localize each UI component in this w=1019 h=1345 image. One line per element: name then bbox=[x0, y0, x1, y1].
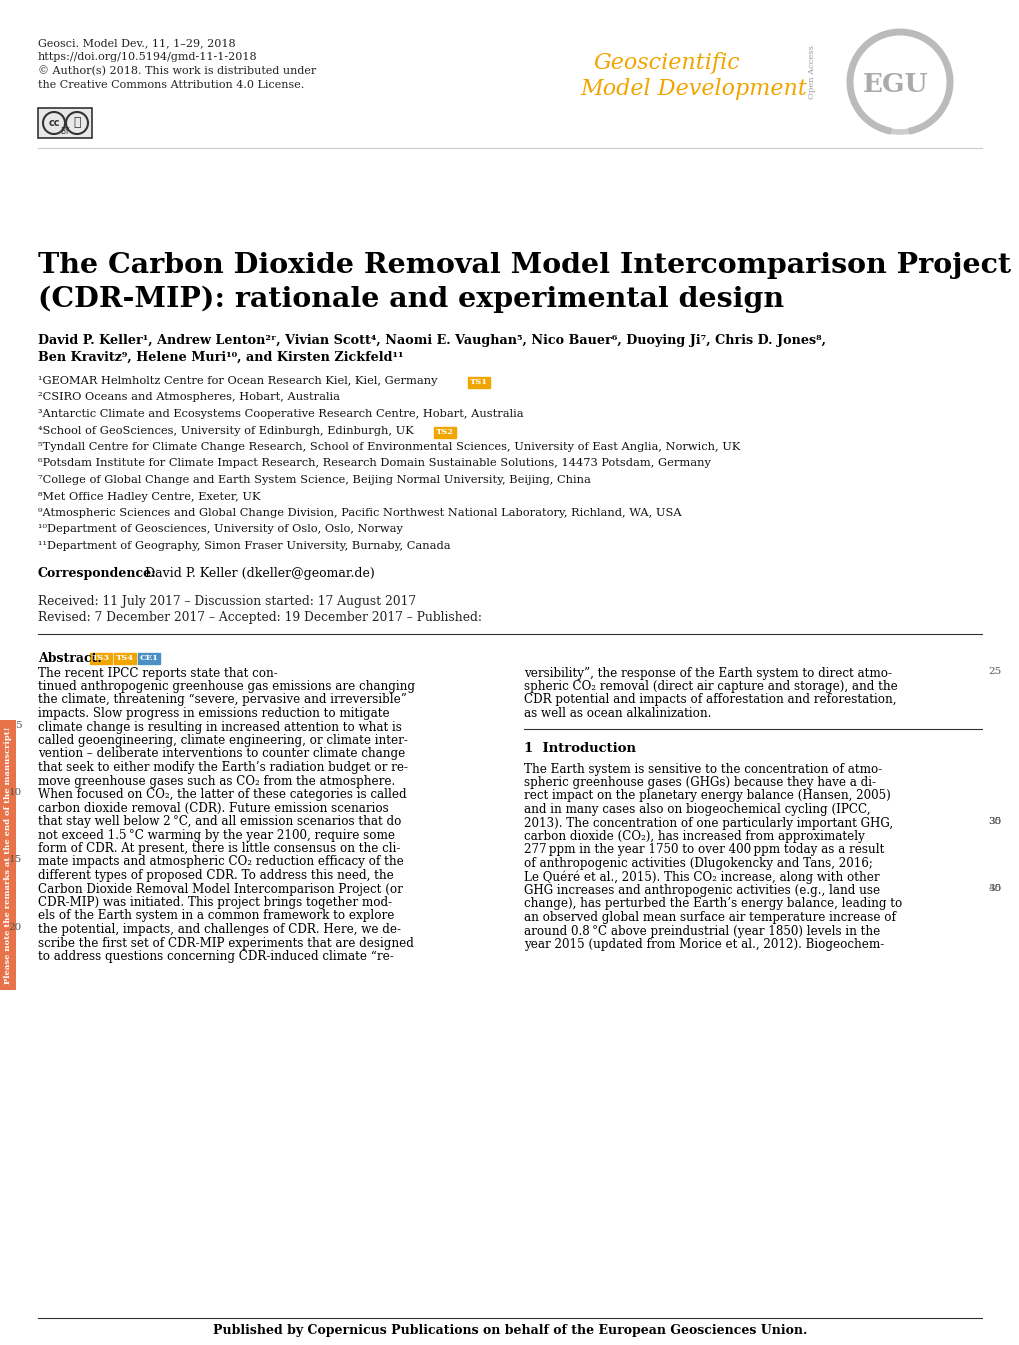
Text: TS2: TS2 bbox=[435, 428, 453, 436]
FancyBboxPatch shape bbox=[114, 652, 136, 663]
Text: carbon dioxide removal (CDR). Future emission scenarios: carbon dioxide removal (CDR). Future emi… bbox=[38, 802, 388, 815]
FancyBboxPatch shape bbox=[468, 377, 489, 387]
Text: rect impact on the planetary energy balance (Hansen, 2005): rect impact on the planetary energy bala… bbox=[524, 790, 890, 803]
Text: Published by Copernicus Publications on behalf of the European Geosciences Union: Published by Copernicus Publications on … bbox=[213, 1323, 806, 1337]
Text: els of the Earth system in a common framework to explore: els of the Earth system in a common fram… bbox=[38, 909, 394, 923]
Text: that stay well below 2 °C, and all emission scenarios that do: that stay well below 2 °C, and all emiss… bbox=[38, 815, 401, 829]
Text: 30: 30 bbox=[987, 816, 1001, 826]
Text: Geoscientific: Geoscientific bbox=[592, 52, 739, 74]
Text: mate impacts and atmospheric CO₂ reduction efficacy of the: mate impacts and atmospheric CO₂ reducti… bbox=[38, 855, 404, 869]
Text: of anthropogenic activities (Dlugokencky and Tans, 2016;: of anthropogenic activities (Dlugokencky… bbox=[524, 857, 872, 870]
Text: 20: 20 bbox=[9, 923, 22, 932]
Text: ⁸Met Office Hadley Centre, Exeter, UK: ⁸Met Office Hadley Centre, Exeter, UK bbox=[38, 491, 260, 502]
Text: 2013). The concentration of one particularly important GHG,: 2013). The concentration of one particul… bbox=[524, 816, 893, 830]
Text: spheric greenhouse gases (GHGs) because they have a di-: spheric greenhouse gases (GHGs) because … bbox=[524, 776, 875, 790]
Text: 25: 25 bbox=[987, 667, 1001, 675]
Text: ⁶Potsdam Institute for Climate Impact Research, Research Domain Sustainable Solu: ⁶Potsdam Institute for Climate Impact Re… bbox=[38, 459, 710, 468]
Text: The Carbon Dioxide Removal Model Intercomparison Project: The Carbon Dioxide Removal Model Interco… bbox=[38, 252, 1010, 278]
Text: 10: 10 bbox=[9, 788, 22, 798]
Text: ⁹Atmospheric Sciences and Global Change Division, Pacific Northwest National Lab: ⁹Atmospheric Sciences and Global Change … bbox=[38, 508, 681, 518]
Text: different types of proposed CDR. To address this need, the: different types of proposed CDR. To addr… bbox=[38, 869, 393, 882]
Text: called geoengineering, climate engineering, or climate inter-: called geoengineering, climate engineeri… bbox=[38, 734, 408, 746]
Text: ¹⁰Department of Geosciences, University of Oslo, Oslo, Norway: ¹⁰Department of Geosciences, University … bbox=[38, 525, 403, 534]
FancyBboxPatch shape bbox=[138, 652, 160, 663]
Text: versibility”, the response of the Earth system to direct atmo-: versibility”, the response of the Earth … bbox=[524, 667, 892, 679]
Text: CDR potential and impacts of afforestation and reforestation,: CDR potential and impacts of afforestati… bbox=[524, 694, 896, 706]
Text: cc: cc bbox=[48, 118, 60, 128]
Text: ⁷College of Global Change and Earth System Science, Beijing Normal University, B: ⁷College of Global Change and Earth Syst… bbox=[38, 475, 590, 486]
Text: 277 ppm in the year 1750 to over 400 ppm today as a result: 277 ppm in the year 1750 to over 400 ppm… bbox=[524, 843, 883, 857]
FancyBboxPatch shape bbox=[90, 652, 112, 663]
Text: 35: 35 bbox=[987, 816, 1001, 826]
Text: BY: BY bbox=[60, 128, 69, 136]
Text: When focused on CO₂, the latter of these categories is called: When focused on CO₂, the latter of these… bbox=[38, 788, 407, 802]
Text: and in many cases also on biogeochemical cycling (IPCC,: and in many cases also on biogeochemical… bbox=[524, 803, 869, 816]
Text: 5: 5 bbox=[15, 721, 22, 729]
Text: an observed global mean surface air temperature increase of: an observed global mean surface air temp… bbox=[524, 911, 895, 924]
Text: Le Quéré et al., 2015). This CO₂ increase, along with other: Le Quéré et al., 2015). This CO₂ increas… bbox=[524, 870, 878, 884]
Text: ⓘ: ⓘ bbox=[73, 117, 81, 129]
Text: ⁴School of GeoSciences, University of Edinburgh, Edinburgh, UK: ⁴School of GeoSciences, University of Ed… bbox=[38, 425, 414, 436]
Text: Please note the remarks at the end of the manuscript!: Please note the remarks at the end of th… bbox=[4, 726, 12, 983]
Text: the climate, threatening “severe, pervasive and irreversible”: the climate, threatening “severe, pervas… bbox=[38, 694, 407, 706]
FancyBboxPatch shape bbox=[38, 108, 92, 139]
Text: ³Antarctic Climate and Ecosystems Cooperative Research Centre, Hobart, Australia: ³Antarctic Climate and Ecosystems Cooper… bbox=[38, 409, 523, 420]
Text: move greenhouse gases such as CO₂ from the atmosphere.: move greenhouse gases such as CO₂ from t… bbox=[38, 775, 395, 788]
Text: GHG increases and anthropogenic activities (e.g., land use: GHG increases and anthropogenic activiti… bbox=[524, 884, 879, 897]
Text: CE1: CE1 bbox=[140, 654, 158, 662]
Text: ¹GEOMAR Helmholtz Centre for Ocean Research Kiel, Kiel, Germany: ¹GEOMAR Helmholtz Centre for Ocean Resea… bbox=[38, 377, 437, 386]
Text: CDR-MIP) was initiated. This project brings together mod-: CDR-MIP) was initiated. This project bri… bbox=[38, 896, 391, 909]
Text: Geosci. Model Dev., 11, 1–29, 2018: Geosci. Model Dev., 11, 1–29, 2018 bbox=[38, 38, 235, 48]
Text: climate change is resulting in increased attention to what is: climate change is resulting in increased… bbox=[38, 721, 401, 733]
Text: to address questions concerning CDR-induced climate “re-: to address questions concerning CDR-indu… bbox=[38, 950, 393, 963]
Text: the Creative Commons Attribution 4.0 License.: the Creative Commons Attribution 4.0 Lic… bbox=[38, 79, 304, 90]
Text: tinued anthropogenic greenhouse gas emissions are changing: tinued anthropogenic greenhouse gas emis… bbox=[38, 681, 415, 693]
Text: 1  Introduction: 1 Introduction bbox=[524, 742, 636, 756]
Text: TS4: TS4 bbox=[116, 654, 133, 662]
Text: The Earth system is sensitive to the concentration of atmo-: The Earth system is sensitive to the con… bbox=[524, 763, 881, 776]
Text: Open Access: Open Access bbox=[807, 44, 815, 98]
FancyBboxPatch shape bbox=[0, 720, 16, 990]
Text: ⁵Tyndall Centre for Climate Change Research, School of Environmental Sciences, U: ⁵Tyndall Centre for Climate Change Resea… bbox=[38, 443, 740, 452]
Text: form of CDR. At present, there is little consensus on the cli-: form of CDR. At present, there is little… bbox=[38, 842, 400, 855]
Text: Ben Kravitz⁹, Helene Muri¹⁰, and Kirsten Zickfeld¹¹: Ben Kravitz⁹, Helene Muri¹⁰, and Kirsten… bbox=[38, 351, 404, 364]
Text: © Author(s) 2018. This work is distributed under: © Author(s) 2018. This work is distribut… bbox=[38, 66, 316, 77]
Text: carbon dioxide (CO₂), has increased from approximately: carbon dioxide (CO₂), has increased from… bbox=[524, 830, 864, 843]
Text: spheric CO₂ removal (direct air capture and storage), and the: spheric CO₂ removal (direct air capture … bbox=[524, 681, 897, 693]
Text: 35: 35 bbox=[987, 884, 1001, 893]
Text: (CDR-MIP): rationale and experimental design: (CDR-MIP): rationale and experimental de… bbox=[38, 286, 784, 313]
Text: ²CSIRO Oceans and Atmospheres, Hobart, Australia: ²CSIRO Oceans and Atmospheres, Hobart, A… bbox=[38, 393, 339, 402]
Text: impacts. Slow progress in emissions reduction to mitigate: impacts. Slow progress in emissions redu… bbox=[38, 707, 389, 720]
Text: the potential, impacts, and challenges of CDR. Here, we de-: the potential, impacts, and challenges o… bbox=[38, 923, 400, 936]
Text: not exceed 1.5 °C warming by the year 2100, require some: not exceed 1.5 °C warming by the year 21… bbox=[38, 829, 394, 842]
Text: Correspondence:: Correspondence: bbox=[38, 568, 157, 581]
Text: 15: 15 bbox=[9, 855, 22, 865]
Text: change), has perturbed the Earth’s energy balance, leading to: change), has perturbed the Earth’s energ… bbox=[524, 897, 902, 911]
Text: David P. Keller¹, Andrew Lenton²ʳ, Vivian Scott⁴, Naomi E. Vaughan⁵, Nico Bauer⁶: David P. Keller¹, Andrew Lenton²ʳ, Vivia… bbox=[38, 334, 825, 347]
Text: that seek to either modify the Earth’s radiation budget or re-: that seek to either modify the Earth’s r… bbox=[38, 761, 408, 773]
Text: The recent IPCC reports state that con-: The recent IPCC reports state that con- bbox=[38, 667, 277, 679]
Text: scribe the first set of CDR-MIP experiments that are designed: scribe the first set of CDR-MIP experime… bbox=[38, 936, 414, 950]
Text: around 0.8 °C above preindustrial (year 1850) levels in the: around 0.8 °C above preindustrial (year … bbox=[524, 924, 879, 937]
Text: TS1: TS1 bbox=[470, 378, 487, 386]
Text: year 2015 (updated from Morice et al., 2012). Biogeochem-: year 2015 (updated from Morice et al., 2… bbox=[524, 937, 883, 951]
Text: EGU: EGU bbox=[862, 71, 928, 97]
Text: Received: 11 July 2017 – Discussion started: 17 August 2017: Received: 11 July 2017 – Discussion star… bbox=[38, 596, 416, 608]
Text: TS3: TS3 bbox=[92, 654, 110, 662]
Text: Revised: 7 December 2017 – Accepted: 19 December 2017 – Published:: Revised: 7 December 2017 – Accepted: 19 … bbox=[38, 611, 482, 624]
FancyBboxPatch shape bbox=[433, 426, 455, 437]
Text: ¹¹Department of Geography, Simon Fraser University, Burnaby, Canada: ¹¹Department of Geography, Simon Fraser … bbox=[38, 541, 450, 551]
Text: Abstract.: Abstract. bbox=[38, 651, 102, 664]
Text: vention – deliberate interventions to counter climate change: vention – deliberate interventions to co… bbox=[38, 748, 405, 760]
Text: David P. Keller (dkeller@geomar.de): David P. Keller (dkeller@geomar.de) bbox=[141, 568, 374, 581]
Text: as well as ocean alkalinization.: as well as ocean alkalinization. bbox=[524, 707, 710, 720]
Text: 40: 40 bbox=[987, 884, 1001, 893]
Text: https://doi.org/10.5194/gmd-11-1-2018: https://doi.org/10.5194/gmd-11-1-2018 bbox=[38, 52, 258, 62]
Text: Carbon Dioxide Removal Model Intercomparison Project (or: Carbon Dioxide Removal Model Intercompar… bbox=[38, 882, 403, 896]
Text: Model Development: Model Development bbox=[580, 78, 806, 100]
